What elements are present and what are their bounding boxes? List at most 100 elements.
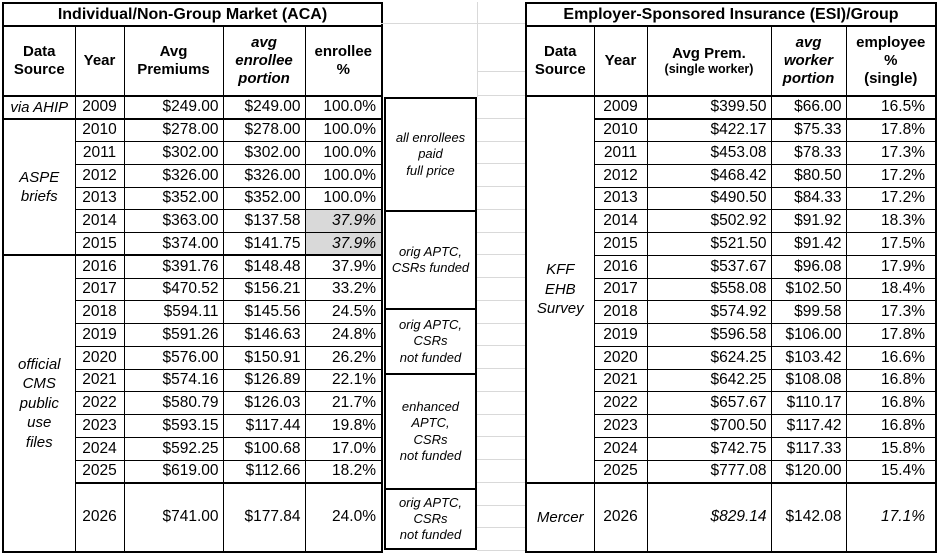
- year-cell: 2011: [74, 141, 125, 165]
- pct-cell: 37.9%: [304, 209, 383, 233]
- year-cell: 2010: [74, 118, 125, 142]
- aca-header-row: Data Source Year Avg Premiums avg enroll…: [2, 25, 383, 97]
- year-cell: 2018: [74, 300, 125, 324]
- table-row: 2019 $596.58 $106.00 17.8%: [526, 323, 937, 347]
- premium-cell: $470.52: [123, 277, 224, 302]
- pct-cell: 15.4%: [845, 459, 937, 484]
- spreadsheet-gridline: [477, 186, 525, 187]
- spreadsheet-gridline: [477, 482, 525, 483]
- year-cell: 2021: [593, 368, 648, 393]
- year-cell: 2013: [74, 186, 125, 211]
- portion-cell: $126.89: [222, 368, 306, 393]
- premium-cell: $363.00: [123, 209, 224, 233]
- pct-cell: 37.9%: [304, 232, 383, 257]
- esi-header-data-source: Data Source: [525, 25, 595, 97]
- spreadsheet-gridline: [477, 254, 525, 255]
- premium-cell: $391.76: [123, 254, 224, 279]
- spreadsheet-gridline: [477, 505, 525, 506]
- portion-cell: $102.50: [770, 277, 847, 302]
- esi-header-employee-pct: employee % (single): [845, 25, 937, 97]
- table-row: 2023 $700.50 $117.42 16.8%: [526, 414, 937, 438]
- premium-cell: $558.08: [646, 277, 772, 302]
- spreadsheet-gridline: [477, 459, 525, 460]
- esi-table-head: Employer-Sponsored Insurance (ESI)/Group…: [525, 2, 937, 97]
- year-cell: 2009: [593, 95, 648, 120]
- table-row: 2020 $576.00 $150.91 26.2%: [3, 345, 383, 370]
- portion-cell: $177.84: [222, 482, 306, 553]
- esi-header-row: Data Source Year Avg Prem. (single worker…: [525, 25, 937, 97]
- spreadsheet-gridline: [477, 71, 525, 72]
- portion-cell: $249.00: [222, 95, 306, 120]
- pct-cell: 17.9%: [845, 254, 937, 279]
- portion-cell: $84.33: [770, 186, 847, 211]
- premium-cell: $576.00: [123, 345, 224, 370]
- portion-cell: $120.00: [770, 459, 847, 484]
- pct-cell: 16.8%: [845, 414, 937, 438]
- year-cell: 2015: [74, 232, 125, 257]
- esi-table-body: KFF EHB Survey 2009 $399.50 $66.00 16.5% 2010…: [525, 95, 937, 553]
- year-cell: 2013: [593, 186, 648, 211]
- year-cell: 2009: [74, 95, 125, 120]
- premium-cell: $593.15: [123, 414, 224, 438]
- pct-cell: 100.0%: [304, 186, 383, 211]
- table-row: 2024 $592.25 $100.68 17.0%: [3, 436, 383, 461]
- premium-cell: $574.16: [123, 368, 224, 393]
- table-row: 2019 $591.26 $146.63 24.8%: [3, 323, 383, 347]
- aca-table-head: Individual/Non-Group Market (ACA) Data S…: [2, 2, 383, 97]
- spreadsheet-gridline: [477, 118, 525, 119]
- spreadsheet-gridline: [477, 436, 525, 437]
- table-row: 2025 $777.08 $120.00 15.4%: [526, 459, 937, 484]
- table-row: 2013 $352.00 $352.00 100.0%: [3, 186, 383, 211]
- spreadsheet-gridline: [477, 323, 525, 324]
- aca-table: Individual/Non-Group Market (ACA) Data S…: [2, 2, 383, 553]
- esi-header-avg-premium-main: Avg Prem.: [672, 44, 746, 62]
- year-cell: 2014: [74, 209, 125, 233]
- table-row: official CMS public use files 2016 $391.76…: [2, 254, 383, 553]
- year-cell: 2018: [593, 300, 648, 324]
- aca-header-enrollee-pct: enrollee %: [304, 25, 383, 97]
- portion-cell: $145.56: [222, 300, 306, 324]
- year-cell: 2022: [74, 391, 125, 415]
- data-source-cell: official CMS public use files: [2, 254, 76, 553]
- portion-cell: $141.75: [222, 232, 306, 257]
- annotation-note-csrs-funded: orig APTC, CSRs funded: [384, 210, 477, 310]
- year-cell: 2023: [74, 414, 125, 438]
- pct-cell: 17.1%: [845, 482, 937, 553]
- portion-cell: $352.00: [222, 186, 306, 211]
- pct-cell: 16.8%: [845, 391, 937, 415]
- premium-cell: $278.00: [123, 118, 224, 142]
- pct-cell: 19.8%: [304, 414, 383, 438]
- table-row: 2017 $470.52 $156.21 33.2%: [3, 277, 383, 302]
- year-cell: 2012: [74, 163, 125, 188]
- table-row: 2011 $453.08 $78.33 17.3%: [526, 141, 937, 165]
- spreadsheet-gridline: [477, 277, 525, 278]
- premium-cell: $741.00: [123, 482, 224, 553]
- pct-cell: 17.2%: [845, 186, 937, 211]
- premium-cell: $521.50: [646, 232, 772, 256]
- esi-header-avg-premium: Avg Prem. (single worker): [646, 25, 772, 97]
- year-cell: 2019: [74, 323, 125, 347]
- spreadsheet-gridline: [477, 527, 525, 528]
- premium-cell: $374.00: [123, 232, 224, 257]
- annotation-note-2026: orig APTC, CSRs not funded: [384, 488, 477, 550]
- pct-cell: 100.0%: [304, 141, 383, 165]
- year-cell: 2015: [593, 232, 648, 256]
- pct-cell: 17.8%: [845, 323, 937, 347]
- esi-header-avg-worker-portion: avg worker portion: [770, 25, 847, 97]
- esi-table-title: Employer-Sponsored Insurance (ESI)/Group: [525, 2, 937, 27]
- portion-cell: $142.08: [770, 482, 847, 553]
- spreadsheet-gridline: [477, 209, 525, 210]
- year-cell: 2025: [593, 459, 648, 484]
- annotation-note-full-price: all enrollees paid full price: [384, 97, 477, 212]
- data-source-cell: ASPE briefs: [2, 117, 76, 256]
- year-cell: 2021: [74, 368, 125, 393]
- annotation-note-csrs-not-funded: orig APTC, CSRs not funded: [384, 308, 477, 375]
- pct-cell: 17.8%: [845, 118, 937, 142]
- table-row: Mercer 2026 $829.14 $142.08 17.1%: [525, 481, 937, 553]
- spreadsheet-gridline: [477, 368, 525, 369]
- portion-cell: $66.00: [770, 95, 847, 120]
- table-row: 2020 $624.25 $103.42 16.6%: [526, 345, 937, 370]
- pct-cell: 100.0%: [304, 163, 383, 188]
- pct-cell: 21.7%: [304, 391, 383, 415]
- pct-cell: 16.6%: [845, 345, 937, 370]
